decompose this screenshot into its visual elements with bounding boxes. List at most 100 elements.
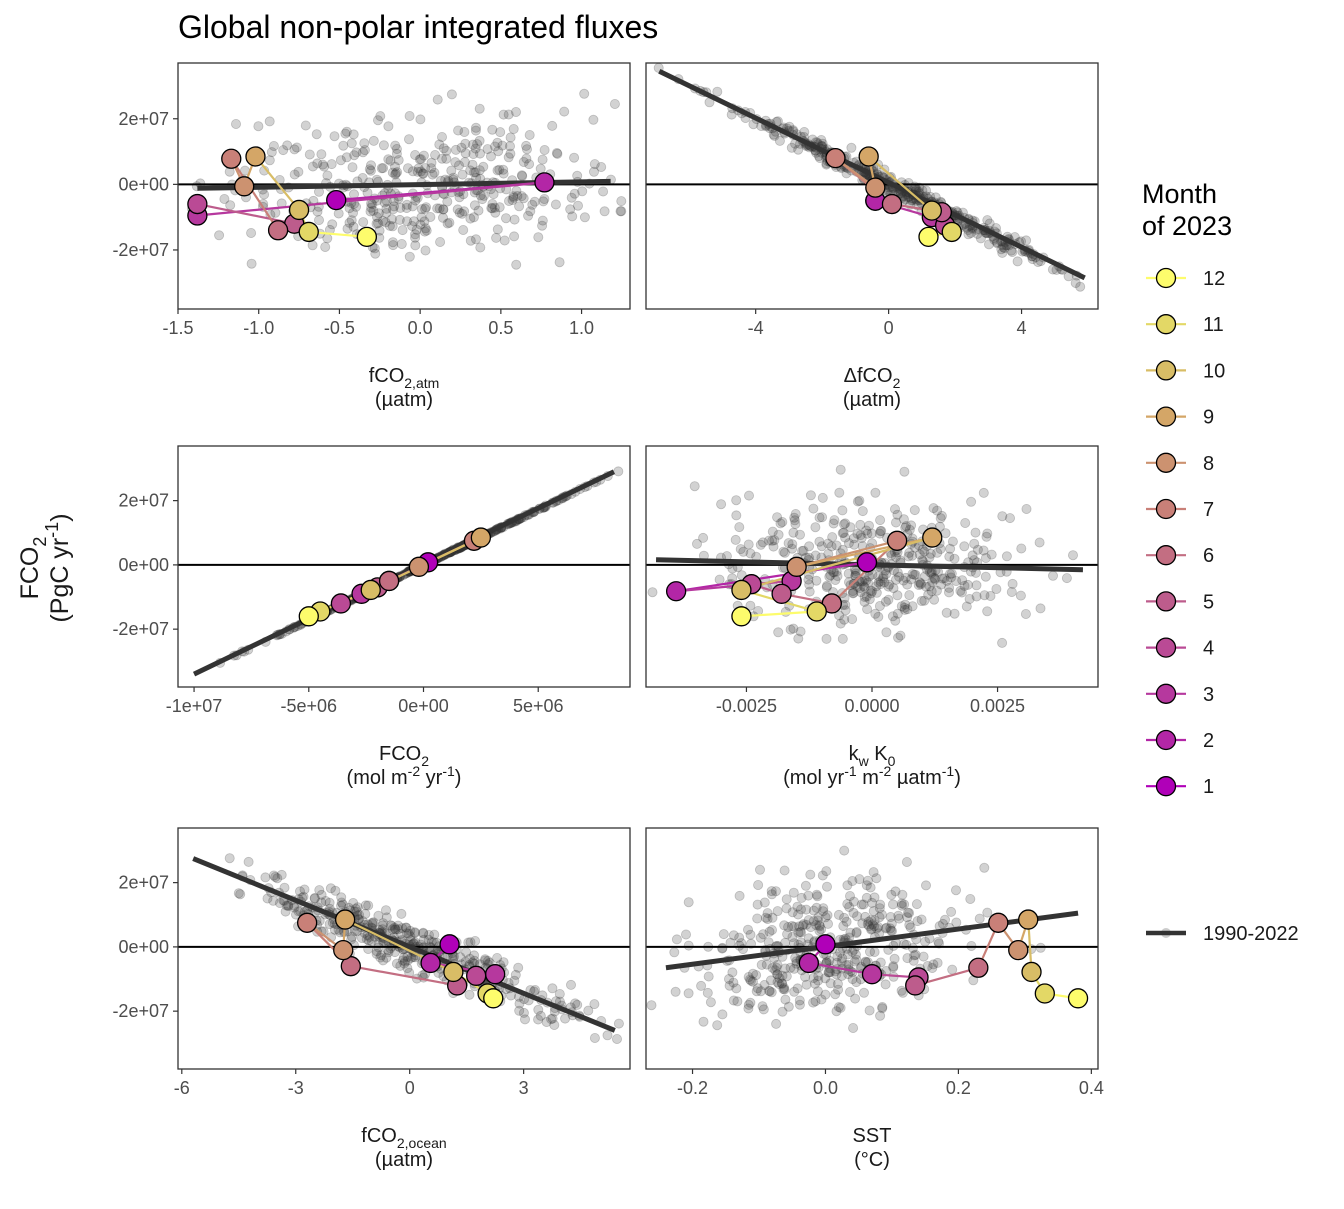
scatter-point: [524, 129, 535, 140]
scatter-point: [434, 139, 445, 150]
scatter-point: [410, 229, 421, 240]
month-point-2: [798, 952, 820, 974]
scatter-point: [1048, 570, 1059, 581]
legend-items: 12 11 10 9 8 7 6 5 4 3 2 1: [1146, 267, 1225, 798]
scatter-point: [772, 906, 783, 917]
legend-swatch: [1155, 729, 1177, 751]
scatter-point: [365, 160, 376, 171]
scatter-point: [419, 226, 430, 237]
x-tick-label: 1.0: [569, 318, 594, 338]
scatter-point: [420, 163, 431, 174]
scatter-point: [470, 143, 481, 154]
legend-swatch: [1155, 591, 1177, 612]
scatter-point: [822, 881, 833, 892]
scatter-point: [935, 513, 946, 524]
scatter-point: [805, 922, 816, 933]
scatter-point: [1070, 277, 1081, 288]
scatter-point: [941, 607, 952, 618]
scatter-point: [805, 490, 816, 501]
scatter-point: [1012, 256, 1023, 267]
chart-title: Global non-polar integrated fluxes: [178, 9, 658, 45]
month-point-4: [330, 593, 352, 614]
scatter-point: [342, 223, 353, 234]
x-tick-label: 4: [1017, 318, 1027, 338]
scatter-point: [415, 219, 426, 230]
scatter-point: [386, 214, 397, 225]
scatter-point: [461, 947, 472, 958]
scatter-point: [492, 137, 503, 148]
scatter-point: [365, 206, 376, 217]
scatter-point: [494, 202, 505, 213]
scatter-point: [951, 917, 962, 928]
scatter-point: [808, 503, 819, 514]
scatter-point: [999, 243, 1010, 254]
scatter-point: [981, 531, 992, 542]
scatter-point: [917, 185, 928, 196]
scatter-point: [381, 207, 392, 218]
legend-baseline-key: 1990-2022: [1146, 923, 1299, 945]
scatter-point: [916, 596, 927, 607]
legend-item-month-6: 6: [1146, 545, 1214, 567]
scatter-point: [326, 159, 337, 170]
scatter-point: [319, 161, 330, 172]
scatter-point: [971, 591, 982, 602]
scatter-point: [514, 201, 525, 212]
scatter-point: [552, 148, 563, 159]
scatter-point: [848, 896, 859, 907]
scatter-point: [266, 147, 277, 158]
scatter-point: [415, 166, 426, 177]
scatter-point: [264, 155, 275, 166]
scatter-point: [866, 528, 877, 539]
scatter-point: [852, 496, 863, 507]
scatter-point: [243, 856, 254, 867]
scatter-point: [873, 571, 884, 582]
scatter-point: [992, 238, 1003, 249]
scatter-point: [647, 587, 658, 598]
scatter-point: [683, 988, 694, 999]
month-point-3: [485, 964, 506, 985]
scatter-point: [1007, 246, 1018, 257]
scatter-point: [460, 138, 471, 149]
scatter-point: [996, 244, 1007, 255]
scatter-point: [508, 124, 519, 135]
x-axis-label: fCO2,atm: [369, 365, 440, 391]
scatter-point: [539, 193, 550, 204]
scatter-point: [401, 202, 412, 213]
scatter-point: [615, 206, 626, 217]
scatter-point: [419, 216, 430, 227]
scatter-point: [982, 907, 993, 918]
scatter-point: [616, 206, 627, 217]
scatter-point: [505, 990, 516, 1001]
scatter-point: [764, 985, 775, 996]
scatter-point: [438, 143, 449, 154]
legend-label: 9: [1203, 407, 1214, 429]
panel-border: [177, 62, 631, 310]
scatter-point: [404, 111, 415, 122]
scatter-point: [795, 926, 806, 937]
scatter-point: [906, 574, 917, 585]
legend-item-month-5: 5: [1146, 591, 1214, 613]
scatter-point: [333, 208, 344, 219]
scatter-point: [752, 913, 763, 924]
scatter-point: [370, 248, 381, 259]
scatter-point: [511, 185, 522, 196]
scatter-point: [810, 522, 821, 533]
scatter-point: [731, 510, 742, 521]
scatter-point: [726, 109, 737, 120]
scatter-point: [835, 464, 846, 475]
scatter-point: [392, 167, 403, 178]
scatter-point: [453, 125, 464, 136]
scatter-point: [505, 148, 516, 159]
y-tick-label: 2e+07: [118, 873, 169, 893]
scatter-point: [293, 166, 304, 177]
scatter-point: [356, 933, 367, 944]
scatter-point: [833, 909, 844, 920]
scatter-point: [757, 537, 768, 548]
scatter-point: [307, 161, 318, 172]
scatter-point: [1021, 503, 1032, 514]
scatter-point: [788, 527, 799, 538]
legend-label: 1: [1203, 776, 1214, 798]
scatter-point: [387, 167, 398, 178]
x-tick-label: -1e+07: [166, 696, 223, 716]
